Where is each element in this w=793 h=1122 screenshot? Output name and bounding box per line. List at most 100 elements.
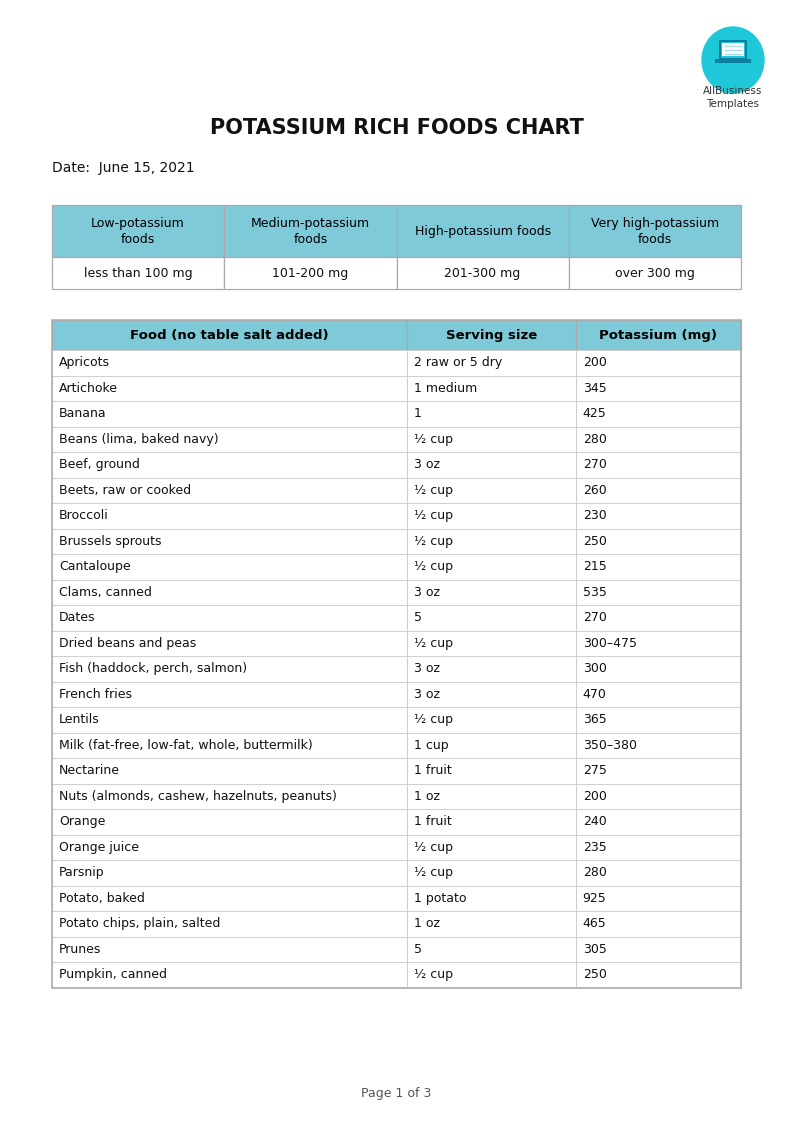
Bar [52,859,407,885]
Text: 3 oz: 3 oz [414,586,440,599]
Bar [52,962,407,987]
Bar [407,681,576,707]
Bar [576,707,741,733]
Bar [719,40,747,59]
Text: 1 oz: 1 oz [414,790,440,802]
Text: Prunes: Prunes [59,942,102,956]
Bar [52,376,407,401]
Text: ½ cup: ½ cup [414,433,453,445]
Text: ½ cup: ½ cup [414,840,453,854]
Bar [576,320,741,350]
Ellipse shape [702,27,764,93]
Text: 1 fruit: 1 fruit [414,816,451,828]
Bar [576,605,741,631]
Text: Orange juice: Orange juice [59,840,139,854]
Text: Fish (haddock, perch, salmon): Fish (haddock, perch, salmon) [59,662,247,675]
Bar [52,452,407,478]
Bar [52,605,407,631]
Text: 925: 925 [583,892,607,904]
Text: 5: 5 [414,611,422,624]
Text: ½ cup: ½ cup [414,484,453,497]
Text: Dried beans and peas: Dried beans and peas [59,637,196,650]
Text: 270: 270 [583,458,607,471]
Bar [576,503,741,528]
Text: Potato, baked: Potato, baked [59,892,145,904]
Text: Banana: Banana [59,407,106,421]
Bar [576,401,741,426]
Bar [52,401,407,426]
Text: 1 potato: 1 potato [414,892,466,904]
Bar [52,528,407,554]
Bar [407,376,576,401]
Bar [576,733,741,758]
Bar [52,783,407,809]
Bar [407,320,576,350]
Bar [576,376,741,401]
Bar [52,426,407,452]
Text: POTASSIUM RICH FOODS CHART: POTASSIUM RICH FOODS CHART [209,118,584,138]
Bar [52,478,407,503]
Text: 250: 250 [583,535,607,548]
Bar [224,205,396,257]
Bar [576,528,741,554]
Text: 270: 270 [583,611,607,624]
Text: 5: 5 [414,942,422,956]
Text: 280: 280 [583,433,607,445]
Bar [52,835,407,859]
Text: 2 raw or 5 dry: 2 raw or 5 dry [414,357,502,369]
Text: Apricots: Apricots [59,357,110,369]
Bar [576,350,741,376]
Bar [52,733,407,758]
Bar [576,937,741,962]
Bar [576,579,741,605]
Text: 470: 470 [583,688,607,701]
Text: 1 cup: 1 cup [414,738,449,752]
Text: Potassium (mg): Potassium (mg) [600,329,718,341]
Bar [52,503,407,528]
Bar [52,681,407,707]
Bar [407,783,576,809]
Bar [407,554,576,579]
Bar [721,42,745,58]
Text: 275: 275 [583,764,607,778]
Bar [407,707,576,733]
Text: Nectarine: Nectarine [59,764,120,778]
Bar [52,257,224,289]
Text: 1 fruit: 1 fruit [414,764,451,778]
Text: 230: 230 [583,509,607,522]
Bar [576,681,741,707]
Text: Beets, raw or cooked: Beets, raw or cooked [59,484,191,497]
Bar [407,885,576,911]
Text: 215: 215 [583,560,607,573]
Bar [576,426,741,452]
Bar [576,885,741,911]
Bar [576,835,741,859]
Text: ½ cup: ½ cup [414,866,453,880]
Text: 465: 465 [583,918,607,930]
Text: 300: 300 [583,662,607,675]
Text: Low-potassium
foods: Low-potassium foods [91,217,185,246]
Bar [407,503,576,528]
Text: 535: 535 [583,586,607,599]
Text: ½ cup: ½ cup [414,968,453,982]
Bar [52,885,407,911]
Text: 425: 425 [583,407,607,421]
Bar [576,554,741,579]
Bar [52,631,407,656]
Bar [52,911,407,937]
Text: ½ cup: ½ cup [414,714,453,726]
Bar [407,937,576,962]
Text: 101-200 mg: 101-200 mg [272,267,348,279]
Bar [407,962,576,987]
Bar [407,656,576,681]
Bar [576,783,741,809]
Bar [407,478,576,503]
Bar [576,631,741,656]
Text: High-potassium foods: High-potassium foods [415,224,550,238]
Bar [715,59,751,63]
Text: 365: 365 [583,714,607,726]
Text: Orange: Orange [59,816,105,828]
Bar [576,478,741,503]
Text: 250: 250 [583,968,607,982]
Text: 1 oz: 1 oz [414,918,440,930]
